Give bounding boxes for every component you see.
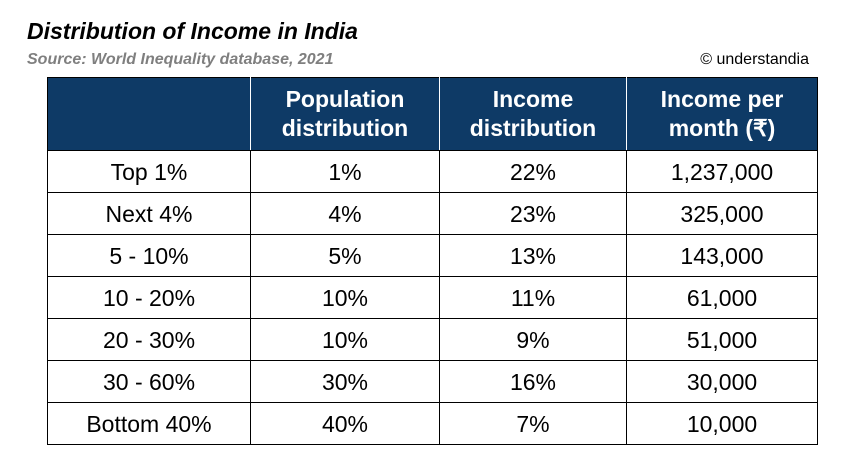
header-line: month (₹) — [668, 115, 776, 141]
chart-title: Distribution of Income in India — [27, 18, 358, 44]
cell-income-share: 7% — [439, 402, 627, 445]
cell-income-share: 9% — [439, 318, 627, 361]
header-income-per-month: Income per month (₹) — [626, 77, 818, 151]
cell-income-share: 13% — [439, 234, 627, 277]
table-row: 20 - 30% 10% 9% 51,000 — [47, 318, 818, 361]
copyright-notice: © understandia — [700, 51, 809, 68]
cell-income-share: 23% — [439, 192, 627, 235]
cell-population-share: 1% — [250, 150, 440, 193]
cell-income-per-month: 51,000 — [626, 318, 818, 361]
cell-income-share: 22% — [439, 150, 627, 193]
header-line: distribution — [281, 115, 409, 141]
cell-income-per-month: 325,000 — [626, 192, 818, 235]
cell-group: 30 - 60% — [47, 360, 251, 403]
cell-population-share: 10% — [250, 318, 440, 361]
header-line: Income per — [660, 86, 784, 112]
cell-income-per-month: 143,000 — [626, 234, 818, 277]
header-line: Income — [492, 86, 574, 112]
cell-income-share: 16% — [439, 360, 627, 403]
cell-group: Top 1% — [47, 150, 251, 193]
cell-population-share: 30% — [250, 360, 440, 403]
table-body: Top 1% 1% 22% 1,237,000 Next 4% 4% 23% 325,000 5… — [47, 150, 818, 445]
cell-population-share: 10% — [250, 276, 440, 319]
header-population-distribution: Population distribution — [250, 77, 440, 151]
chart-source: Source: World Inequality database, 2021 — [27, 51, 334, 68]
cell-population-share: 4% — [250, 192, 440, 235]
header-line: distribution — [469, 115, 597, 141]
header-line: Population — [285, 86, 405, 112]
table-header-row: Population distribution Income distributio… — [47, 77, 818, 151]
cell-population-share: 5% — [250, 234, 440, 277]
table-row: Bottom 40% 40% 7% 10,000 — [47, 402, 818, 445]
cell-group: Next 4% — [47, 192, 251, 235]
table-row: 5 - 10% 5% 13% 143,000 — [47, 234, 818, 277]
cell-income-share: 11% — [439, 276, 627, 319]
cell-group: 10 - 20% — [47, 276, 251, 319]
table-row: 10 - 20% 10% 11% 61,000 — [47, 276, 818, 319]
cell-group: 5 - 10% — [47, 234, 251, 277]
cell-income-per-month: 61,000 — [626, 276, 818, 319]
cell-population-share: 40% — [250, 402, 440, 445]
header-group — [47, 77, 251, 151]
table-row: Top 1% 1% 22% 1,237,000 — [47, 150, 818, 193]
cell-group: Bottom 40% — [47, 402, 251, 445]
cell-group: 20 - 30% — [47, 318, 251, 361]
header-income-distribution: Income distribution — [439, 77, 627, 151]
table-row: Next 4% 4% 23% 325,000 — [47, 192, 818, 235]
table-row: 30 - 60% 30% 16% 30,000 — [47, 360, 818, 403]
cell-income-per-month: 10,000 — [626, 402, 818, 445]
cell-income-per-month: 30,000 — [626, 360, 818, 403]
income-distribution-table: Population distribution Income distributio… — [47, 77, 818, 445]
cell-income-per-month: 1,237,000 — [626, 150, 818, 193]
